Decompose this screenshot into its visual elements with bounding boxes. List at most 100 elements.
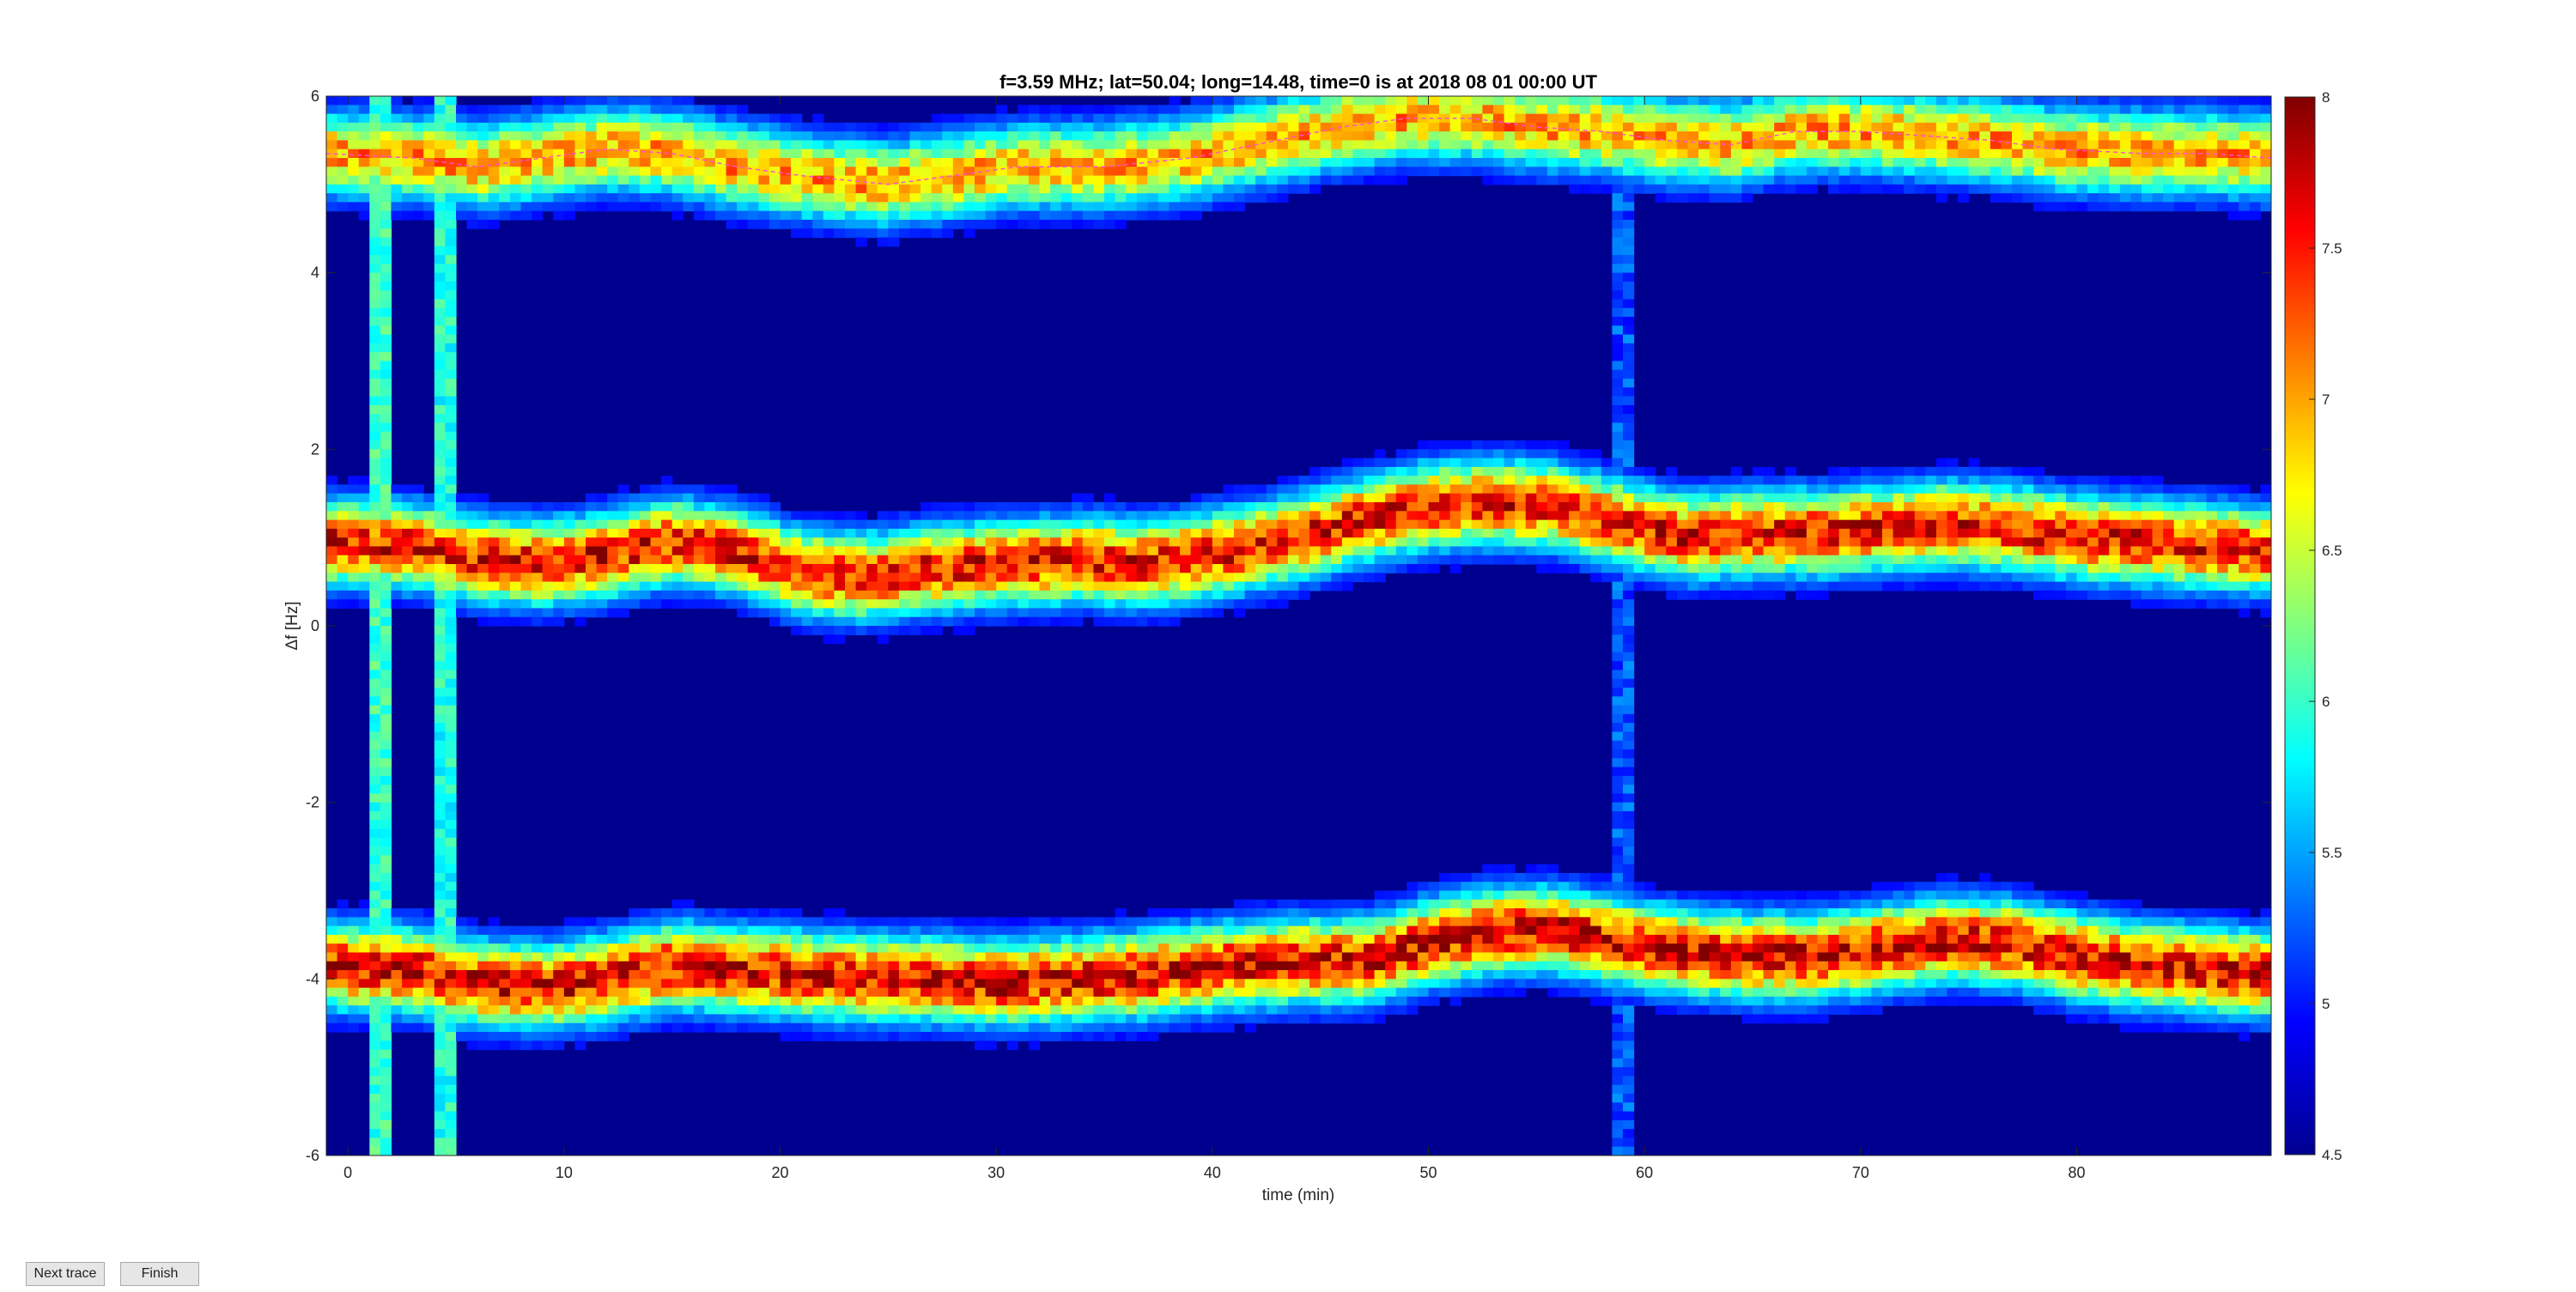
heat-cell [1082,1032,1095,1041]
heat-cell [1406,943,1419,954]
heat-cell [1147,210,1159,221]
heat-cell [423,511,435,521]
heat-cell [823,210,835,221]
heat-cell [1287,96,1300,106]
heat-cell [1223,564,1235,573]
heat-cell [337,140,349,150]
heat-cell [791,175,803,185]
heat-cell [434,325,447,336]
heat-cell [1309,484,1321,494]
heat-cell [445,422,457,433]
heat-cell [780,184,792,194]
heat-cell [1157,202,1170,212]
heat-cell [671,519,683,530]
heat-cell [445,528,457,538]
heat-cell [369,581,381,591]
heat-cell [1104,193,1116,203]
heat-cell [1364,466,1376,476]
heat-cell [985,210,997,221]
heat-cell [1223,987,1235,998]
heat-cell [1018,219,1030,229]
heat-cell [466,511,478,521]
heat-cell [758,917,770,927]
heat-cell [369,387,381,397]
heat-cell [823,202,835,212]
heat-cell [1515,537,1527,548]
heat-cell [586,202,598,212]
heat-cell [1234,908,1246,918]
heat-cell [1385,961,1397,971]
heat-cell [532,996,544,1006]
heat-cell [337,573,349,583]
heat-cell [1428,476,1440,486]
heat-cell [499,943,511,954]
heat-cell [715,590,727,600]
heat-cell [683,113,695,124]
heat-cell [391,519,403,530]
heat-cell [1180,167,1192,177]
heat-cell [596,537,608,548]
heat-cell [1244,167,1256,177]
heat-cell [1157,193,1170,203]
heat-cell [1331,979,1343,989]
heat-cell [1028,105,1041,115]
heat-cell [1201,167,1213,177]
heat-cell [1234,599,1246,610]
heat-cell [1082,573,1095,583]
heat-cell [1126,987,1138,998]
heat-cell [1536,511,1548,521]
heat-cell [1006,961,1018,971]
heat-cell [369,193,381,203]
heat-cell [1255,934,1267,944]
heat-cell [574,952,586,962]
heat-cell [629,970,641,980]
heat-cell [823,131,835,142]
heat-cell [1190,96,1202,106]
heat-cell [1234,608,1246,618]
heat-cell [737,105,749,115]
heat-cell [1352,537,1364,548]
heat-cell [661,573,673,583]
heat-cell [1504,872,1516,883]
heat-cell [1277,961,1289,971]
heat-cell [391,599,403,610]
heat-cell [1493,502,1505,512]
heat-cell [520,996,532,1006]
heat-cell [434,1146,447,1156]
heat-cell [1536,934,1548,944]
heat-cell [412,105,424,115]
heat-cell [1364,1014,1376,1024]
heat-cell [1018,925,1030,936]
heat-cell [683,1014,695,1024]
heat-cell [553,193,565,203]
heat-cell [391,987,403,998]
heat-cell [477,599,489,610]
heat-cell [1060,519,1072,530]
heat-cell [747,1022,759,1033]
heat-cell [1147,202,1159,212]
heat-cell [617,184,629,194]
heat-cell [1201,1014,1213,1024]
heat-cell [1223,537,1235,548]
heat-cell [1546,934,1559,944]
heat-cell [866,228,878,239]
heat-cell [1244,1022,1256,1033]
heat-cell [791,157,803,167]
heat-cell [477,961,489,971]
heat-cell [1201,493,1213,503]
heat-cell [985,537,997,548]
heat-cell [877,616,889,627]
heat-cell [1471,882,1484,892]
heat-cell [563,175,576,185]
heat-cell [780,599,792,610]
heat-cell [769,581,781,591]
heat-cell [629,581,641,591]
heat-cell [574,564,586,573]
heat-cell [380,908,392,918]
heat-cell [542,184,554,194]
heat-cell [391,149,403,159]
heat-cell [586,996,598,1006]
heat-cell [1482,970,1494,980]
heat-cell [369,431,381,441]
heat-cell [1320,970,1332,980]
